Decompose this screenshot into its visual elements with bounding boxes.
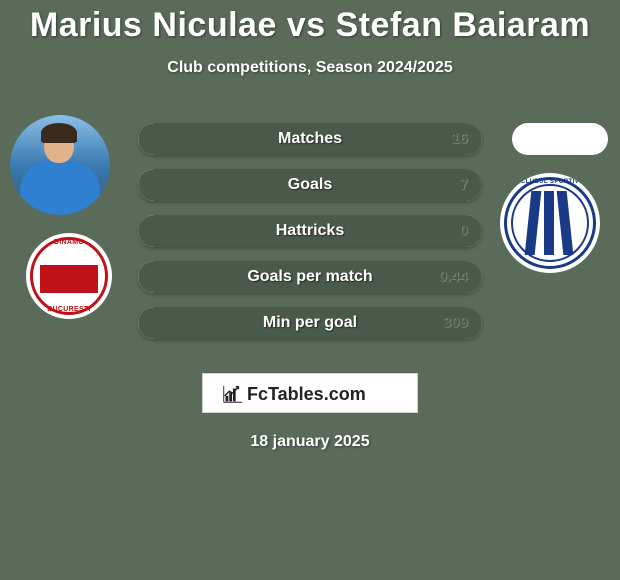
stat-row-goals-per-match: Goals per match 0.44 xyxy=(138,261,482,293)
stat-label: Goals per match xyxy=(138,261,482,293)
stat-value: 309 xyxy=(443,307,468,339)
stat-value: 0.44 xyxy=(439,261,468,293)
club-logo-universitatea-craiova: CLUBUL SPORTIV xyxy=(500,173,600,273)
avatar-hair xyxy=(41,123,77,143)
stat-row-goals: Goals 7 xyxy=(138,169,482,201)
logo-text-top: DINAMO xyxy=(26,239,112,246)
stat-label: Matches xyxy=(138,123,482,155)
stat-value: 0 xyxy=(460,215,468,247)
date-text: 18 january 2025 xyxy=(0,433,620,451)
logo-text-bottom: BUCURESTI xyxy=(26,306,112,313)
stat-label: Min per goal xyxy=(138,307,482,339)
brand-box: FcTables.com xyxy=(202,373,418,413)
logo-inner-shape xyxy=(40,265,98,293)
brand-text: FcTables.com xyxy=(247,374,407,414)
page-title: Marius Niculae vs Stefan Baiaram xyxy=(0,0,620,45)
stat-row-hattricks: Hattricks 0 xyxy=(138,215,482,247)
stat-rows: Matches 16 Goals 7 Hattricks 0 Goals per… xyxy=(138,123,482,353)
stat-value: 16 xyxy=(451,123,468,155)
stat-row-matches: Matches 16 xyxy=(138,123,482,155)
page-subtitle: Club competitions, Season 2024/2025 xyxy=(0,59,620,77)
player-avatar-niculae xyxy=(10,115,110,215)
avatar-jersey xyxy=(20,161,100,215)
stat-row-min-per-goal: Min per goal 309 xyxy=(138,307,482,339)
comparison-stage: DINAMO BUCURESTI CLUBUL SPORTIV Matches … xyxy=(0,105,620,365)
logo-stripe xyxy=(544,191,554,255)
stat-label: Goals xyxy=(138,169,482,201)
bars-chart-icon xyxy=(221,383,243,405)
stat-value: 7 xyxy=(460,169,468,201)
club-logo-dinamo: DINAMO BUCURESTI xyxy=(26,233,112,319)
player-avatar-baiaram xyxy=(512,123,608,155)
stat-label: Hattricks xyxy=(138,215,482,247)
